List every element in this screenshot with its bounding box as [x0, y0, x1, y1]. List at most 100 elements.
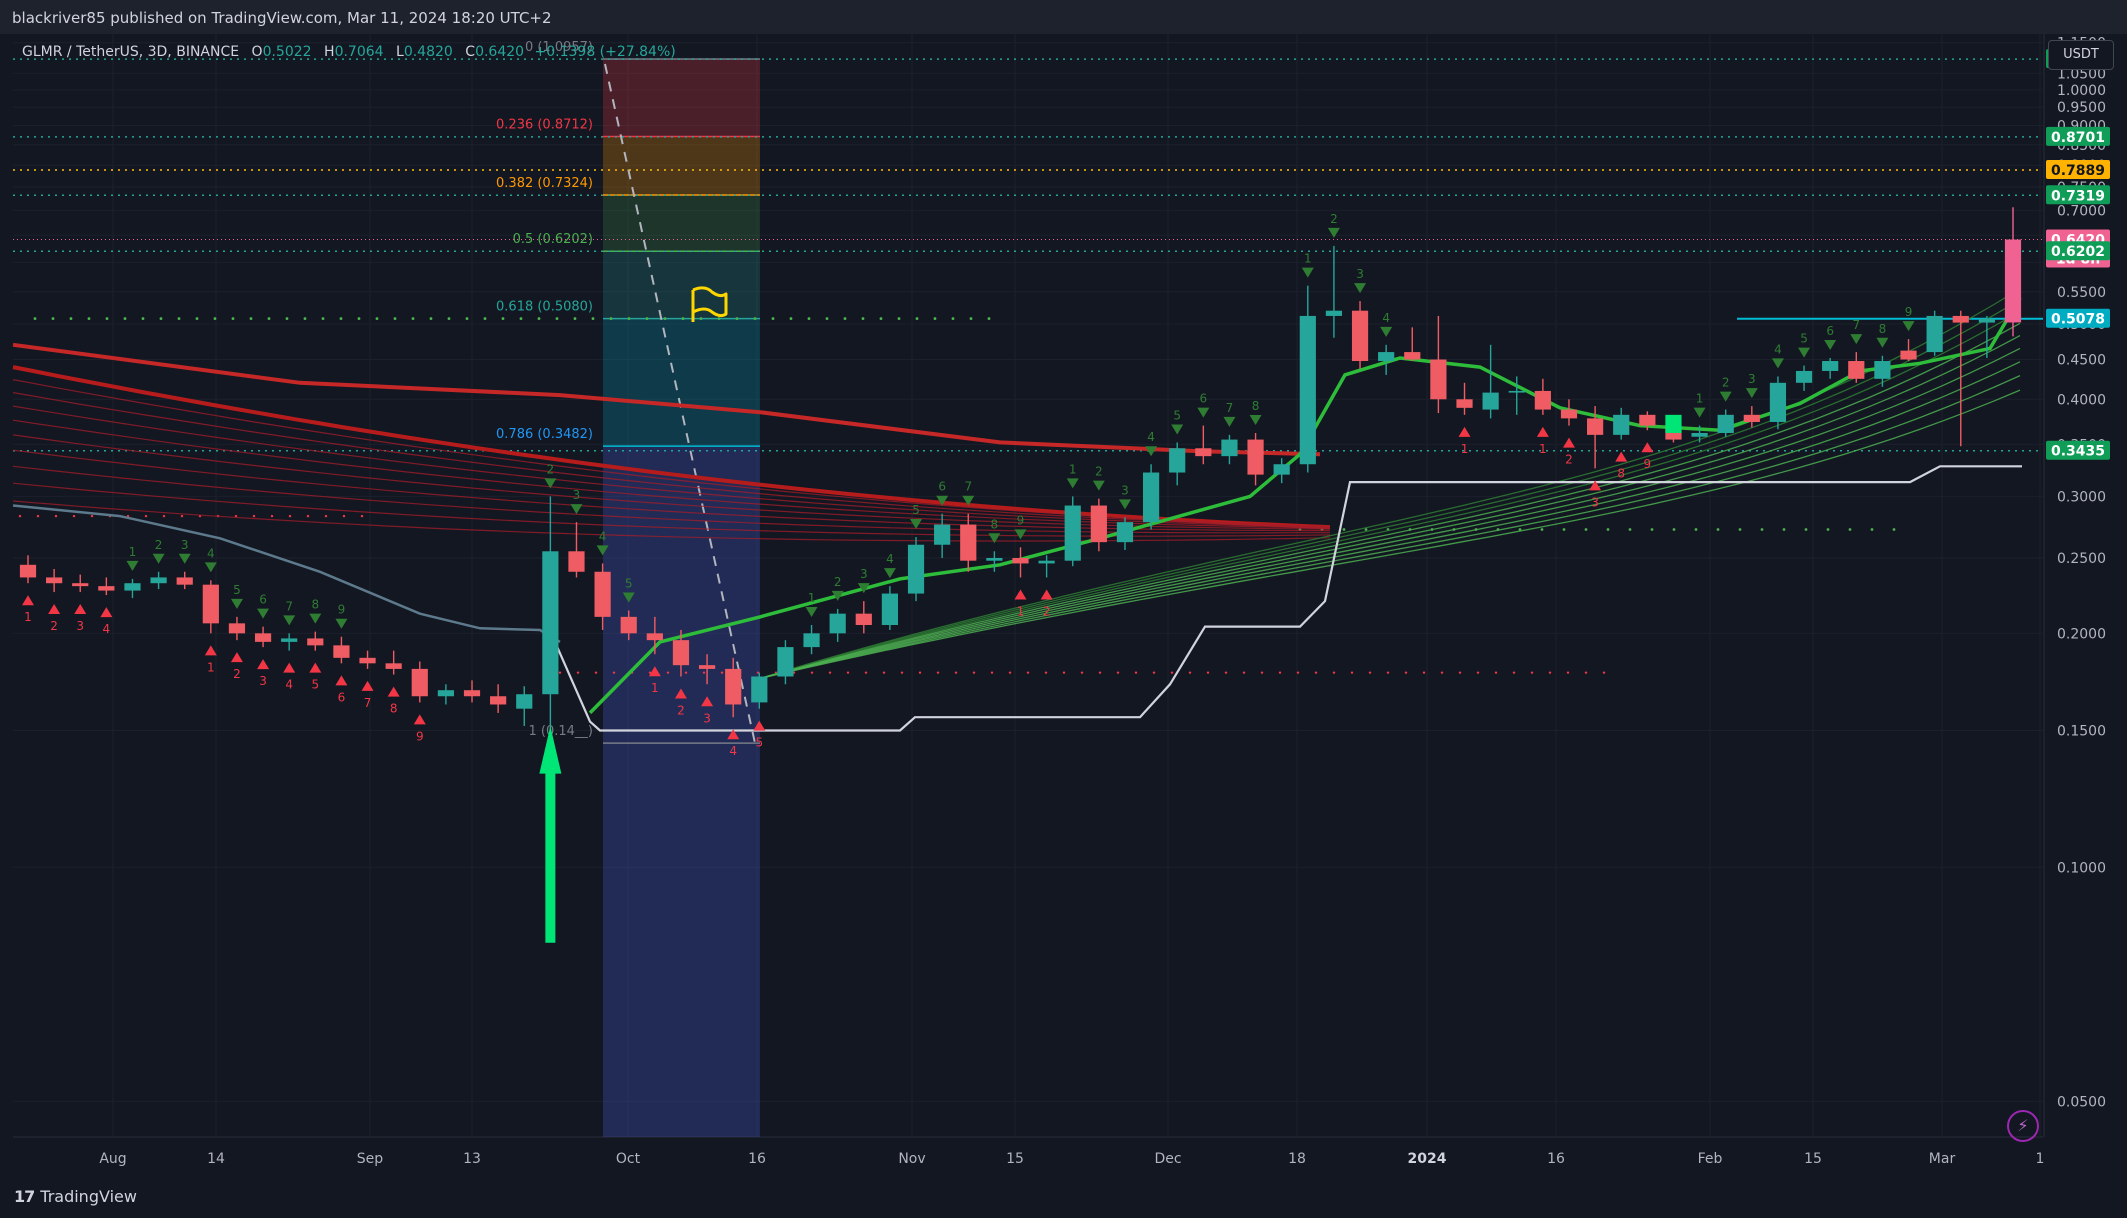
- dotted-resistance-dot: [936, 671, 940, 674]
- candle-body: [960, 524, 977, 561]
- candle-body: [202, 584, 219, 624]
- dotted-support-dot: [555, 317, 559, 320]
- dotted-resistance-dot: [594, 671, 598, 674]
- sequential-counts: 1 2 3 4 5 6 7 8 9 2 3 4 5 1 2 3 4 5 6 7 8 9 1 2 3 4 5 6 7 8 1 2 3 4 1 2 3 4 5 6…: [22, 212, 1915, 758]
- dotted-support-dot: [627, 317, 631, 320]
- sell-setup-arrow-icon: [1745, 388, 1758, 399]
- sell-setup-count: 6: [1826, 324, 1834, 338]
- candle-body: [1952, 315, 1969, 323]
- sell-setup-arrow-icon: [831, 590, 844, 601]
- lightning-icon[interactable]: ⚡: [2007, 1110, 2039, 1142]
- buy-setup-arrow-icon: [204, 645, 217, 656]
- fib-level-label: 0.618 (0.5080): [496, 300, 593, 315]
- candle: [307, 631, 324, 651]
- price-tag-text: 0.5078: [2051, 312, 2105, 328]
- green-ma-line: [759, 361, 2021, 680]
- candle-body: [1169, 448, 1186, 473]
- price-axis-tag: 0.3435: [2046, 440, 2110, 460]
- sell-setup-count: 5: [233, 583, 241, 597]
- dotted-resistance-dot: [252, 514, 256, 518]
- buy-setup-count: 9: [1644, 457, 1652, 471]
- candle: [1404, 327, 1421, 362]
- buy-setup-arrow-icon: [727, 729, 740, 740]
- dotted-resistance-dot: [1206, 671, 1210, 674]
- candle: [1273, 458, 1290, 484]
- candle-body: [1012, 557, 1029, 564]
- buy-setup-arrow-icon: [674, 688, 687, 699]
- fib-level-label: 0.5 (0.6202): [513, 232, 593, 247]
- dotted-resistance-dot: [1602, 671, 1606, 674]
- dotted-resistance-dot: [18, 514, 22, 518]
- dotted-support-dot: [807, 317, 811, 320]
- candle: [124, 578, 141, 599]
- dotted-support-dot: [429, 317, 433, 320]
- candle: [1874, 355, 1891, 387]
- buy-setup-count: 5: [755, 736, 763, 750]
- x-tick-label: Sep: [357, 1151, 384, 1167]
- price-axis-tag: 0.6202: [2046, 241, 2110, 261]
- dotted-resistance-dot: [72, 514, 76, 518]
- dotted-support-dot: [663, 317, 667, 320]
- candle-body: [1142, 472, 1160, 523]
- price-tag-bg: [2046, 241, 2110, 261]
- sell-setup-count: 8: [1879, 322, 1887, 336]
- dotted-support-dot: [717, 317, 721, 320]
- dotted-support-dot: [825, 317, 829, 320]
- candle-body: [490, 696, 507, 705]
- dotted-resistance-dot: [612, 671, 616, 674]
- dotted-support-dot: [87, 317, 91, 320]
- candle-body: [1978, 318, 1995, 323]
- candle-body: [1691, 432, 1708, 437]
- sell-setup-count: 2: [547, 462, 555, 476]
- candle: [1743, 406, 1760, 428]
- dotted-resistance-dot: [1548, 671, 1552, 674]
- candle-body: [1613, 414, 1630, 435]
- sell-setup-arrow-icon: [283, 615, 296, 626]
- fib-zone: [603, 195, 760, 252]
- candle: [1430, 315, 1447, 414]
- dotted-resistance-dot: [1422, 671, 1426, 674]
- buy-setup-count: 2: [233, 667, 241, 681]
- dotted-resistance-dot: [1530, 671, 1534, 674]
- candle-body: [1795, 370, 1813, 383]
- fib-level-label: 0.236 (0.8712): [496, 117, 593, 132]
- dotted-resistance-dot: [1440, 671, 1444, 674]
- buy-setup-count: 1: [207, 660, 215, 674]
- x-tick-label: 2024: [1408, 1151, 1447, 1167]
- dotted-resistance-dot: [1242, 671, 1246, 674]
- sell-setup-count: 7: [1852, 318, 1860, 332]
- dotted-resistance-dot: [918, 671, 922, 674]
- buy-setup-arrow-icon: [1641, 442, 1654, 453]
- sell-setup-count: 5: [912, 503, 920, 517]
- green-ma-line: [759, 389, 2021, 680]
- candle: [1195, 425, 1212, 465]
- y-tick-label: 0.1000: [2057, 860, 2106, 876]
- buy-setup-count: 3: [703, 711, 711, 725]
- candle-body: [516, 694, 533, 709]
- dotted-resistance-dot: [270, 514, 274, 518]
- candle-body: [1534, 390, 1551, 410]
- tradingview-brand[interactable]: 17 TradingView: [14, 1187, 137, 1206]
- sell-setup-arrow-icon: [204, 562, 217, 573]
- price-tag-text: 0.8701: [2051, 130, 2105, 146]
- sell-setup-count: 2: [1095, 465, 1103, 479]
- dotted-resistance-dot: [864, 671, 868, 674]
- sell-setup-arrow-icon: [1693, 407, 1706, 418]
- candle-body: [646, 633, 663, 641]
- sell-setup-count: 8: [311, 598, 319, 612]
- candle: [150, 571, 167, 590]
- candle: [855, 601, 872, 634]
- candle-body: [254, 633, 272, 642]
- candle-body: [1116, 522, 1134, 543]
- sell-setup-arrow-icon: [178, 553, 191, 564]
- dotted-support-dot: [1782, 528, 1786, 531]
- sell-setup-count: 1: [1696, 392, 1704, 406]
- buy-setup-arrow-icon: [230, 652, 243, 663]
- dotted-support-dot: [177, 317, 181, 320]
- dotted-support-dot: [861, 317, 865, 320]
- currency-button[interactable]: USDT: [2048, 40, 2114, 70]
- buy-setup-count: 8: [390, 702, 398, 716]
- sell-setup-count: 3: [1748, 372, 1756, 386]
- candle: [359, 650, 376, 669]
